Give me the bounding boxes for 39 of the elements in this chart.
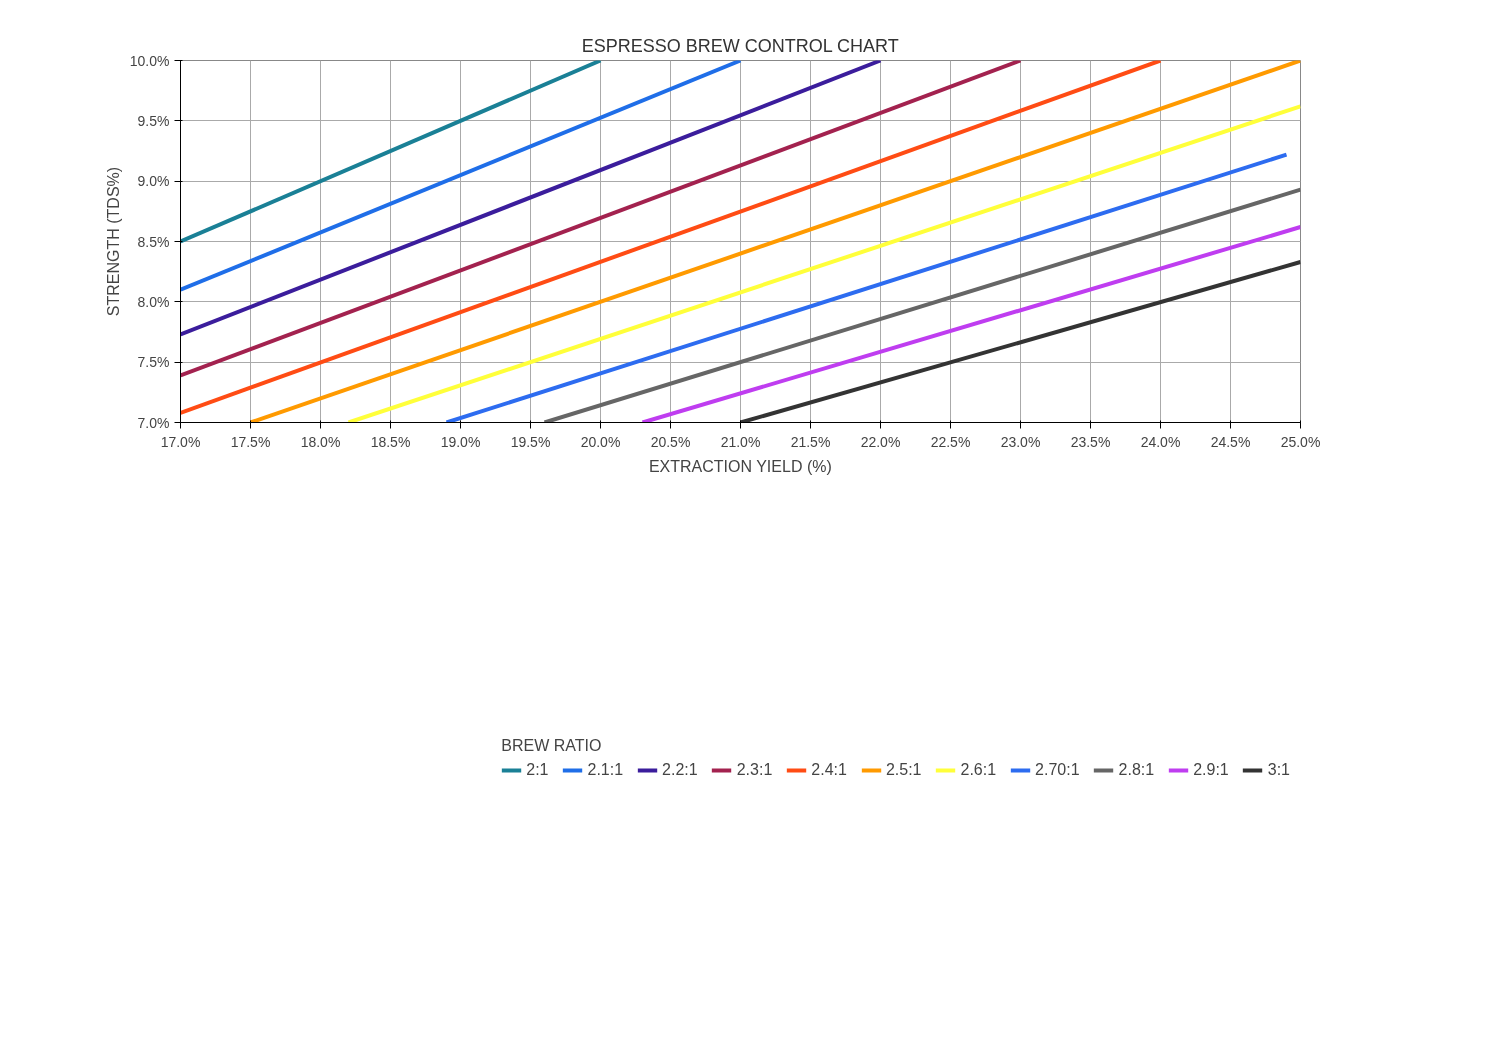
- legend-label: 2.70:1: [1035, 761, 1080, 779]
- x-tick-label: 20.0%: [580, 433, 621, 450]
- y-tick-label: 7.5%: [137, 354, 170, 371]
- x-tick-label: 20.5%: [650, 433, 691, 450]
- x-tick-label: 24.5%: [1210, 433, 1251, 450]
- legend-label: 2.5:1: [885, 761, 922, 779]
- y-tick-label: 9.5%: [137, 112, 170, 129]
- legend-label: 2.1:1: [587, 761, 624, 779]
- legend-label: 2.3:1: [736, 761, 773, 779]
- x-tick-label: 25.0%: [1280, 433, 1321, 450]
- y-tick-label: 9.0%: [137, 173, 170, 190]
- chart-title: ESPRESSO BREW CONTROL CHART: [581, 35, 899, 56]
- y-tick-label: 7.0%: [137, 414, 170, 431]
- y-tick-label: 8.5%: [137, 233, 170, 250]
- x-tick-label: 17.5%: [230, 433, 271, 450]
- x-tick-label: 18.0%: [300, 433, 341, 450]
- legend-label: 2.9:1: [1193, 761, 1229, 779]
- legend-label: 2.6:1: [960, 761, 997, 779]
- legend-label: 2.4:1: [811, 761, 847, 779]
- legend-label: 2.2:1: [662, 761, 698, 779]
- legend-label: 3:1: [1267, 761, 1290, 779]
- x-tick-label: 18.5%: [370, 433, 411, 450]
- x-tick-label: 22.5%: [930, 433, 971, 450]
- x-tick-label: 21.5%: [790, 433, 831, 450]
- x-tick-label: 22.0%: [860, 433, 901, 450]
- x-tick-label: 23.0%: [1000, 433, 1041, 450]
- x-tick-label: 23.5%: [1070, 433, 1111, 450]
- y-axis-title: STRENGTH (TDS%): [104, 166, 122, 317]
- legend-title: BREW RATIO: [501, 737, 603, 755]
- legend-label: 2:1: [526, 761, 549, 779]
- y-tick-label: 8.0%: [137, 293, 170, 310]
- x-tick-label: 21.0%: [720, 433, 761, 450]
- x-tick-label: 24.0%: [1140, 433, 1181, 450]
- y-tick-label: 10.0%: [129, 52, 170, 69]
- legend-label: 2.8:1: [1118, 761, 1155, 779]
- x-axis-title: EXTRACTION YIELD (%): [648, 457, 832, 475]
- x-tick-label: 17.0%: [160, 433, 201, 450]
- x-tick-label: 19.5%: [510, 433, 551, 450]
- x-tick-label: 19.0%: [440, 433, 481, 450]
